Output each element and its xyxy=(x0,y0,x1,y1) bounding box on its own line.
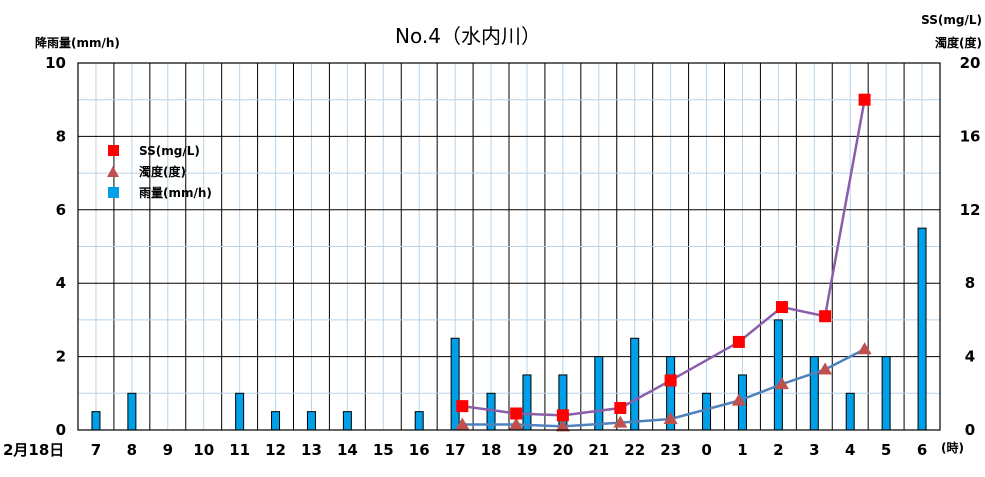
x-tick-label: 6 xyxy=(917,441,927,459)
legend-rain-marker xyxy=(108,187,119,198)
y-right-axis-label-turbidity: 濁度(度) xyxy=(935,35,982,50)
legend-turbidity-marker xyxy=(107,166,119,177)
x-tick-label: 22 xyxy=(624,441,645,459)
y-right-tick-label: 4 xyxy=(965,348,975,366)
rain-bar xyxy=(450,337,460,431)
rain-bar xyxy=(773,319,783,431)
ss-point xyxy=(858,93,871,106)
axes xyxy=(77,62,941,431)
x-tick-label: 4 xyxy=(845,441,855,459)
rain-bar xyxy=(235,392,245,431)
rain-bar xyxy=(271,411,281,431)
x-tick-label: 23 xyxy=(660,441,681,459)
x-tick-label: 2 xyxy=(773,441,783,459)
turbidity-point xyxy=(613,415,628,428)
rain-bar xyxy=(630,337,640,431)
x-tick-label: 9 xyxy=(163,441,173,459)
ss-point xyxy=(456,400,469,413)
rain-bar xyxy=(881,356,891,431)
legend-ss-label: SS(mg/L) xyxy=(139,144,200,158)
rain-bar xyxy=(127,392,137,431)
turbidity-point xyxy=(774,377,789,390)
x-tick-label: 3 xyxy=(809,441,819,459)
rain-bar xyxy=(91,411,101,431)
x-tick-label: 16 xyxy=(409,441,430,459)
rain-bar xyxy=(809,356,819,431)
y-right-axis-label-ss: SS(mg/L) xyxy=(921,13,982,27)
x-tick-label: 11 xyxy=(229,441,250,459)
rain-bar xyxy=(845,392,855,431)
x-tick-label: 10 xyxy=(193,441,214,459)
rain-bar xyxy=(702,392,712,431)
legend-ss-marker xyxy=(108,145,119,156)
x-tick-label: 0 xyxy=(701,441,711,459)
y-left-tick-label: 8 xyxy=(56,127,66,145)
turbidity-point xyxy=(455,417,470,430)
x-tick-label: 20 xyxy=(552,441,573,459)
rain-bar xyxy=(522,374,532,431)
plot-frame xyxy=(77,62,941,431)
y-right-tick-label: 0 xyxy=(965,421,975,439)
x-tick-label: 12 xyxy=(265,441,286,459)
rain-bar xyxy=(594,356,604,431)
y-right-tick-label: 8 xyxy=(965,274,975,292)
turbidity-point xyxy=(555,419,570,432)
ss-point xyxy=(664,374,677,387)
x-tick-label: 8 xyxy=(127,441,137,459)
ss-point xyxy=(510,407,523,420)
turbidity-point xyxy=(818,362,833,375)
ss-point xyxy=(614,401,627,414)
x-tick-label: 1 xyxy=(737,441,747,459)
line-series xyxy=(455,93,872,432)
x-unit-label: (時) xyxy=(941,440,964,455)
rain-bar xyxy=(342,411,352,431)
x-tick-label: 14 xyxy=(337,441,358,459)
x-tick-label: 7 xyxy=(91,441,101,459)
turbidity-point xyxy=(663,411,678,424)
y-right-tick-label: 16 xyxy=(960,127,981,145)
ss-line xyxy=(462,99,866,417)
turbidity-point xyxy=(509,417,524,430)
ss-point xyxy=(819,310,832,323)
y-left-tick-label: 6 xyxy=(56,201,66,219)
y-left-tick-label: 0 xyxy=(56,421,66,439)
ss-point xyxy=(732,335,745,348)
y-left-axis-label: 降雨量(mm/h) xyxy=(35,35,120,50)
x-tick-label: 5 xyxy=(881,441,891,459)
ss-point xyxy=(556,409,569,422)
x-tick-label: 21 xyxy=(588,441,609,459)
turbidity-point xyxy=(731,393,746,406)
chart-title: No.4（水内川） xyxy=(395,24,541,48)
x-tick-label: 18 xyxy=(481,441,502,459)
x-tick-label: 15 xyxy=(373,441,394,459)
y-left-tick-label: 10 xyxy=(45,54,66,72)
rain-bar xyxy=(917,227,927,431)
y-right-tick-label: 12 xyxy=(960,201,981,219)
grid xyxy=(77,62,941,431)
y-left-tick-label: 4 xyxy=(56,274,66,292)
rain-bar xyxy=(414,411,424,431)
ss-point xyxy=(775,301,788,314)
legend-turbidity-label: 濁度(度) xyxy=(139,164,186,179)
legend-rain-label: 雨量(mm/h) xyxy=(139,186,212,200)
turbidity-point xyxy=(857,342,872,355)
x-tick-label: 17 xyxy=(445,441,466,459)
date-label: 2月18日 xyxy=(3,441,64,459)
y-left-tick-label: 2 xyxy=(56,348,66,366)
legend: SS(mg/L) 濁度(度) 雨量(mm/h) xyxy=(107,144,212,200)
rain-bar xyxy=(306,411,316,431)
x-tick-label: 19 xyxy=(517,441,538,459)
x-tick-label: 13 xyxy=(301,441,322,459)
y-right-tick-label: 20 xyxy=(960,54,981,72)
